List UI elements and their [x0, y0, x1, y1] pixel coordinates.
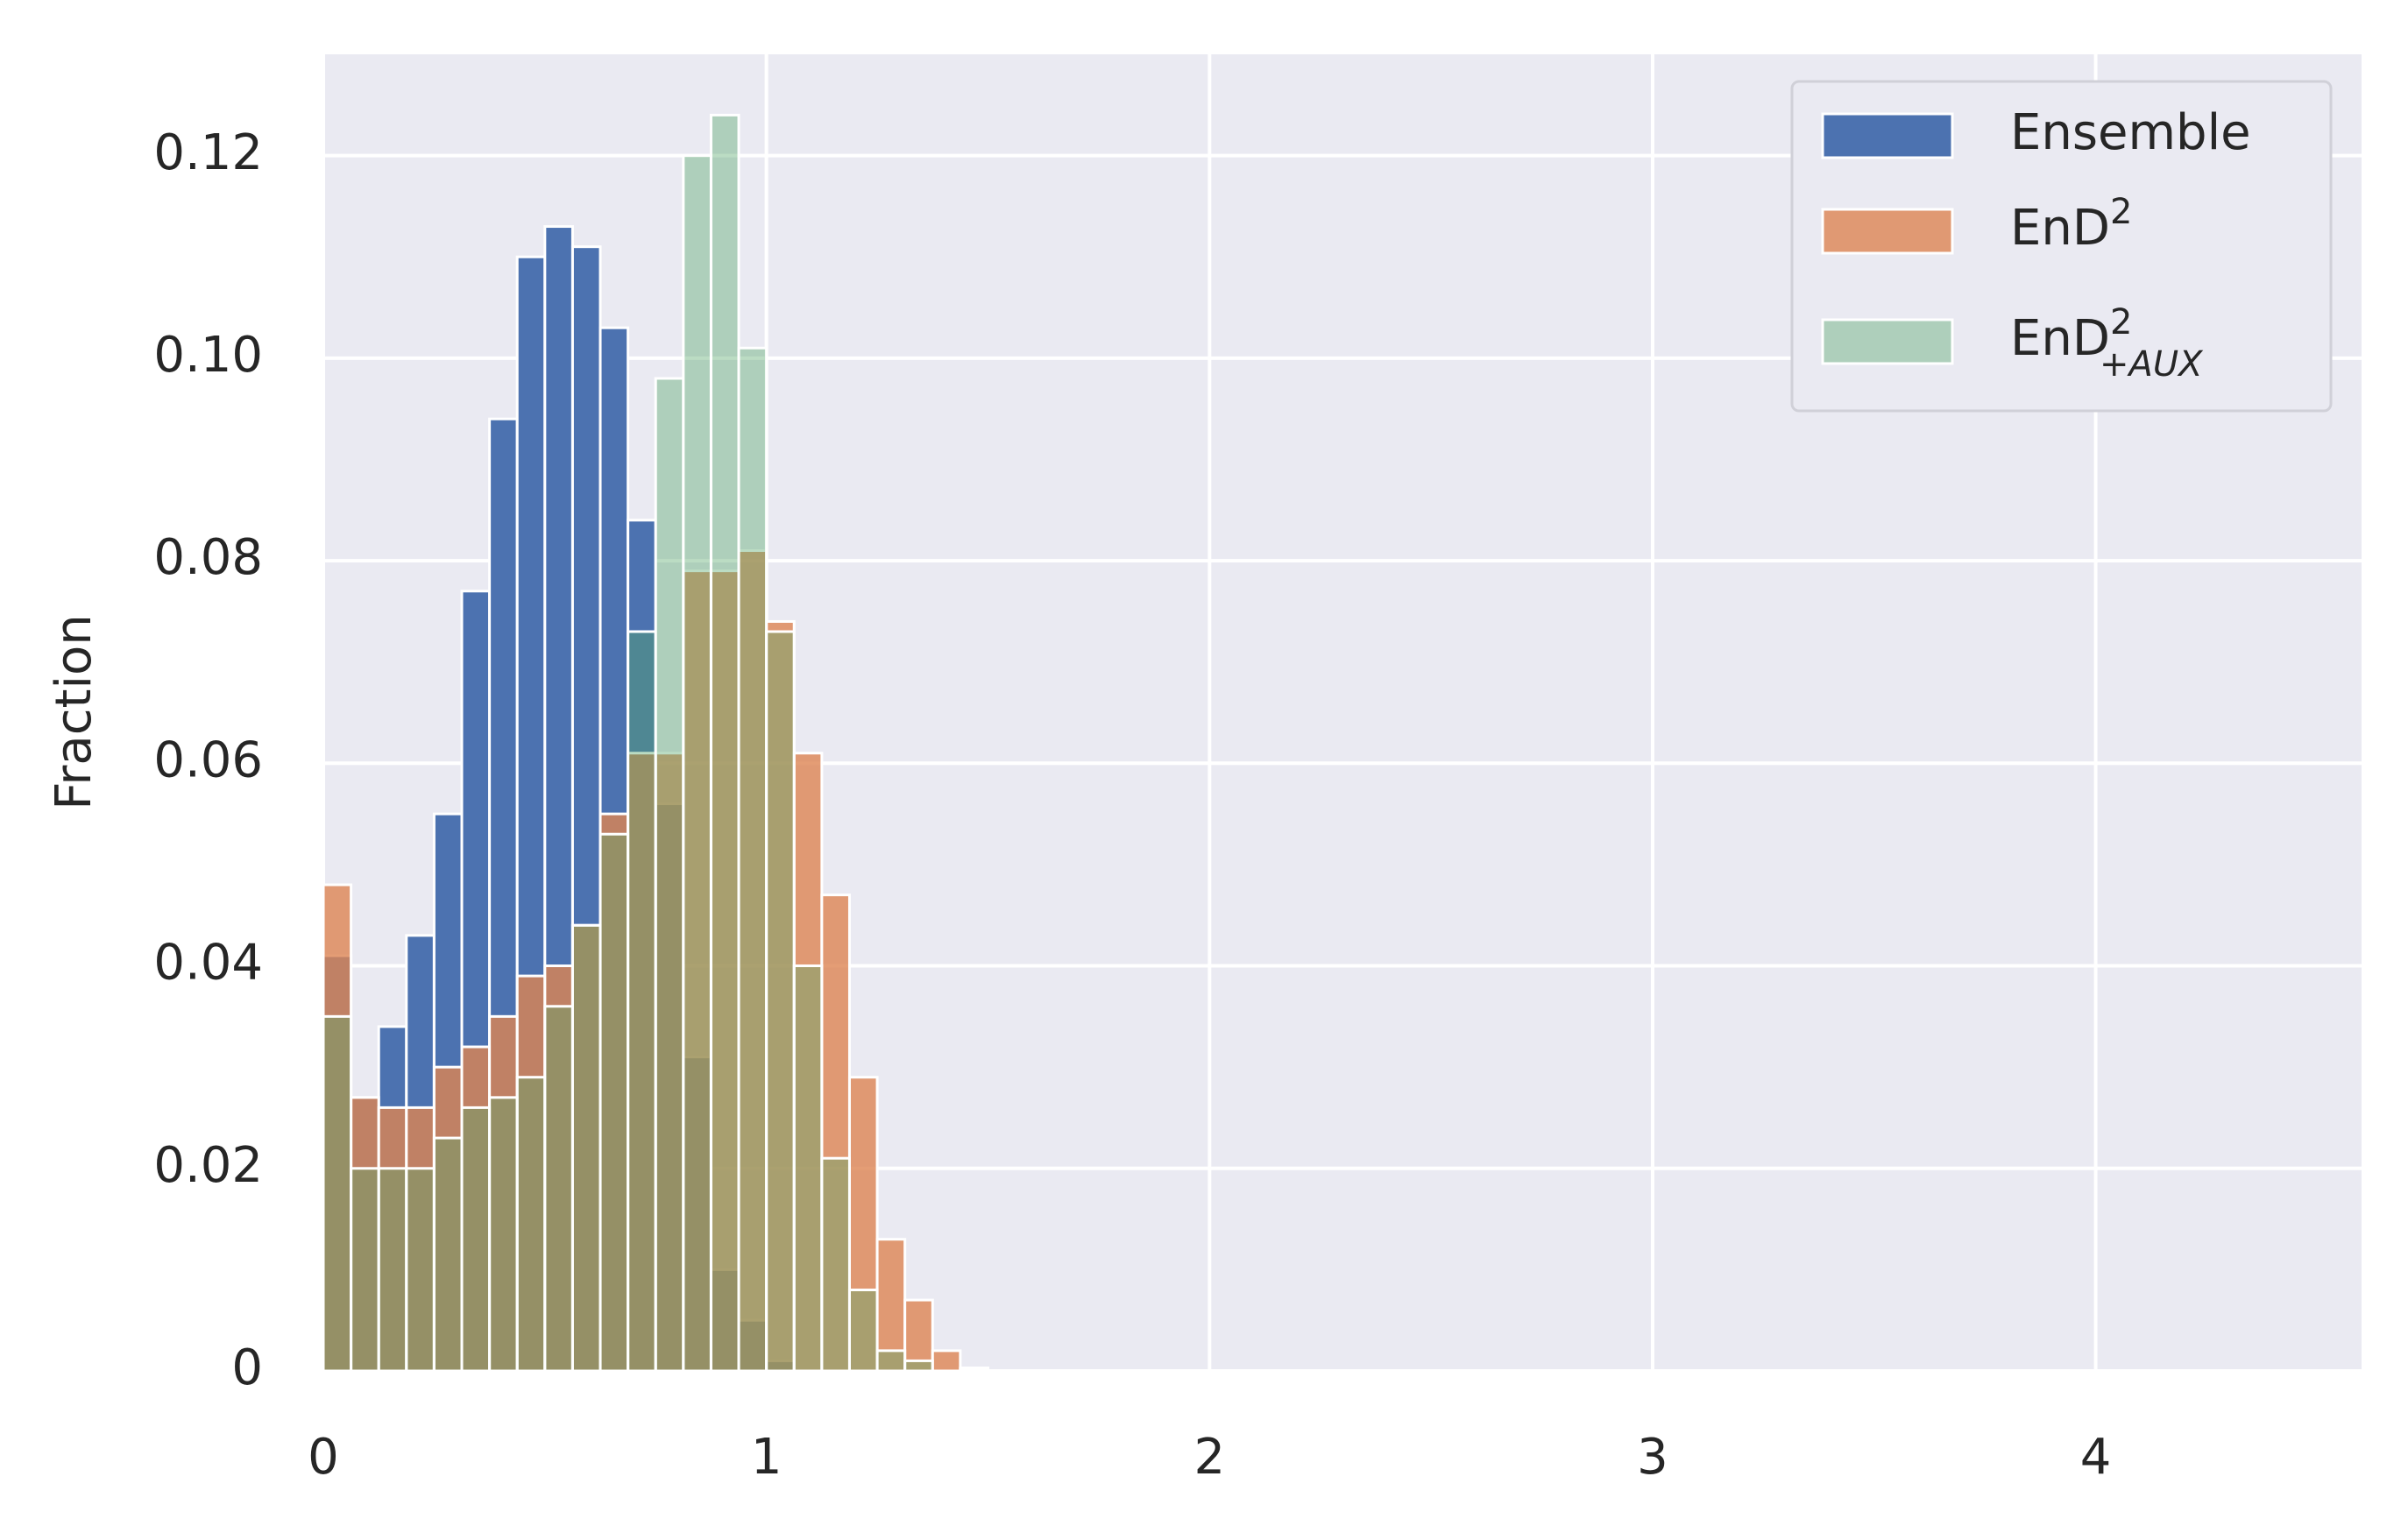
x-tick-label: 0: [308, 1429, 339, 1486]
bar: [903, 1359, 934, 1373]
y-tick-label: 0.02: [153, 1137, 263, 1194]
bar: [377, 1167, 408, 1373]
bar: [820, 1156, 851, 1373]
bar: [875, 1349, 907, 1373]
y-tick-label: 0.06: [153, 731, 263, 788]
bar: [488, 1096, 519, 1373]
y-tick-label: 0.04: [153, 935, 263, 992]
bar: [350, 1167, 380, 1373]
bar: [709, 113, 740, 1373]
x-tick-label: 4: [2080, 1429, 2112, 1486]
y-axis-label: Fraction: [46, 614, 103, 810]
bar: [931, 1349, 962, 1373]
bar: [847, 1076, 879, 1373]
bar: [903, 1298, 934, 1373]
bar: [460, 1106, 492, 1373]
bar: [682, 154, 712, 1373]
bar: [543, 1005, 574, 1373]
bar: [322, 1014, 353, 1373]
legend-box: [1790, 80, 2333, 413]
x-tick-label: 1: [751, 1429, 783, 1486]
y-tick-label: 0.10: [153, 327, 263, 384]
bar: [654, 377, 685, 1373]
bar: [709, 569, 740, 1373]
legend-swatch: [1821, 112, 1954, 159]
y-tick-label: 0: [231, 1339, 263, 1396]
bar: [322, 883, 353, 1373]
legend-label: EnD2 +AUX: [2010, 302, 2204, 385]
x-tick-label: 3: [1637, 1429, 1668, 1486]
bar: [432, 1136, 464, 1373]
legend-label: Ensemble: [2010, 104, 2251, 161]
legend-swatch: [1821, 208, 1954, 255]
bar: [570, 923, 602, 1373]
bar: [792, 964, 824, 1373]
legend-swatch: [1821, 318, 1954, 365]
bar: [598, 832, 630, 1373]
bar: [959, 1367, 989, 1373]
bar: [543, 964, 574, 1373]
y-tick-label: 0.12: [153, 124, 263, 181]
legend-label: EnD2: [2010, 192, 2132, 257]
bar: [737, 346, 768, 1373]
x-tick-label: 2: [1193, 1429, 1225, 1486]
bar: [875, 1238, 907, 1373]
y-tick-label: 0.08: [153, 529, 263, 586]
bar: [405, 1167, 436, 1373]
bar: [765, 630, 796, 1373]
bar: [847, 1289, 879, 1373]
bar: [627, 630, 657, 1373]
bar: [515, 1076, 547, 1373]
legend: Ensemble EnD2 EnD2 +AUX: [1790, 80, 2333, 413]
